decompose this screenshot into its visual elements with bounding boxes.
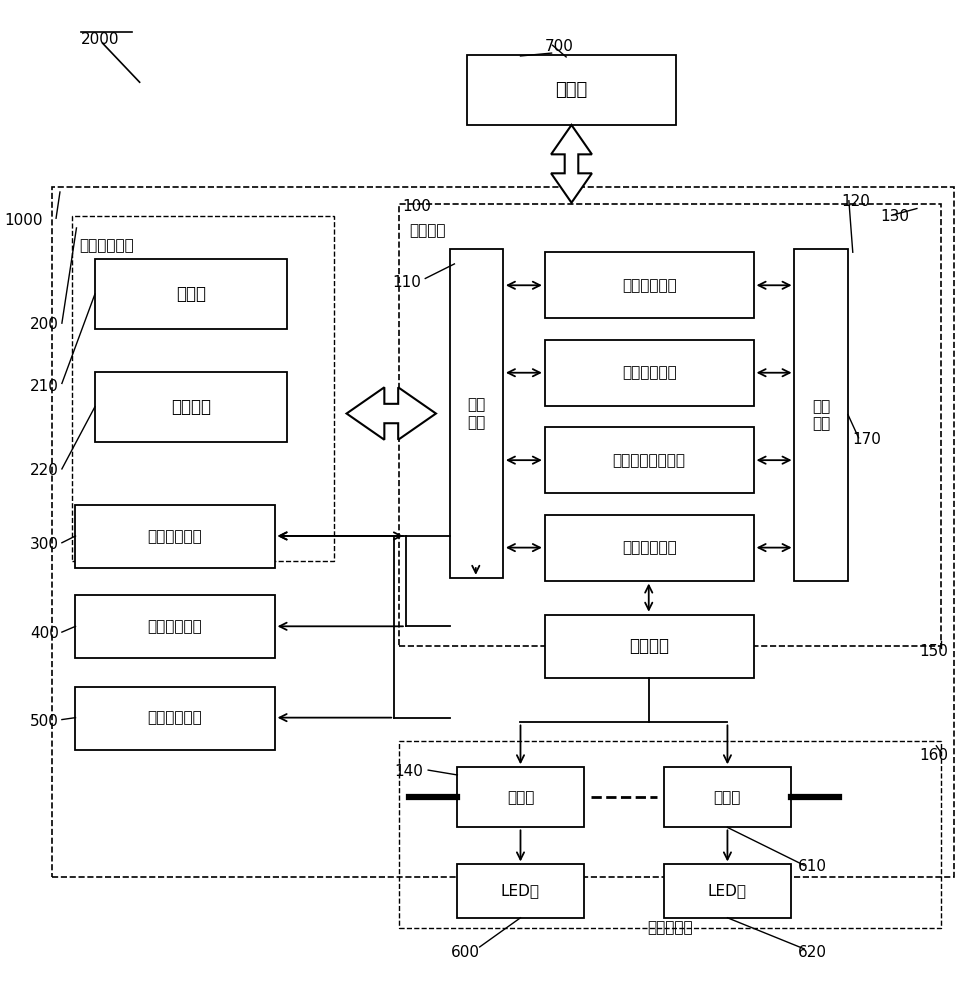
Bar xyxy=(449,249,503,578)
Polygon shape xyxy=(551,125,592,203)
Bar xyxy=(467,55,676,125)
Text: 400: 400 xyxy=(30,626,59,641)
Bar xyxy=(75,595,275,658)
Text: 光色处理模块: 光色处理模块 xyxy=(621,278,677,293)
Text: LED灯: LED灯 xyxy=(708,884,747,899)
Text: 照明优化处理模块: 照明优化处理模块 xyxy=(613,453,686,468)
Text: 可调光灯组: 可调光灯组 xyxy=(648,920,693,935)
Text: 用户接口单元: 用户接口单元 xyxy=(79,238,134,253)
Text: 显示屏: 显示屏 xyxy=(176,285,206,303)
Text: 110: 110 xyxy=(393,275,421,290)
Text: 140: 140 xyxy=(395,764,423,779)
Bar xyxy=(399,741,941,928)
Text: 120: 120 xyxy=(841,194,870,209)
Bar xyxy=(52,187,954,877)
Bar xyxy=(457,767,583,827)
Text: 150: 150 xyxy=(919,644,948,659)
Text: 610: 610 xyxy=(798,859,828,874)
Bar xyxy=(664,864,790,918)
Bar xyxy=(545,515,753,581)
Text: 300: 300 xyxy=(30,537,59,552)
Bar xyxy=(664,767,790,827)
Text: 2000: 2000 xyxy=(81,32,120,47)
Text: 210: 210 xyxy=(30,379,59,394)
Bar xyxy=(75,505,275,568)
Bar xyxy=(545,340,753,406)
Text: 170: 170 xyxy=(853,432,881,447)
Bar xyxy=(545,427,753,493)
Text: 驱动器: 驱动器 xyxy=(714,790,742,805)
Text: 1000: 1000 xyxy=(4,213,42,228)
Text: 存储
模块: 存储 模块 xyxy=(812,399,830,431)
Text: 调光映射模块: 调光映射模块 xyxy=(621,540,677,555)
Text: 600: 600 xyxy=(450,945,480,960)
Text: 200: 200 xyxy=(30,317,59,332)
Polygon shape xyxy=(347,387,436,440)
Text: 输入
模块: 输入 模块 xyxy=(467,397,486,430)
Bar xyxy=(95,372,287,442)
Text: 输出模块: 输出模块 xyxy=(629,637,669,655)
Bar xyxy=(75,687,275,750)
Text: 700: 700 xyxy=(545,39,573,54)
Text: 操作面板: 操作面板 xyxy=(171,398,211,416)
Text: 光色传感单元: 光色传感单元 xyxy=(148,529,202,544)
Text: 130: 130 xyxy=(880,209,909,224)
Text: LED灯: LED灯 xyxy=(501,884,540,899)
Text: 服务器: 服务器 xyxy=(555,81,587,99)
Bar xyxy=(457,864,583,918)
Text: 620: 620 xyxy=(798,945,828,960)
Bar xyxy=(545,252,753,318)
Bar xyxy=(71,216,334,561)
Text: 驱动器: 驱动器 xyxy=(507,790,534,805)
Text: 图像处理模块: 图像处理模块 xyxy=(621,365,677,380)
Text: 160: 160 xyxy=(919,748,948,763)
Text: 主机单元: 主机单元 xyxy=(408,223,446,238)
Bar xyxy=(95,259,287,329)
Bar xyxy=(545,615,753,678)
Text: 500: 500 xyxy=(30,714,59,729)
Bar xyxy=(794,249,848,581)
Text: 人体检测单元: 人体检测单元 xyxy=(148,711,202,726)
Text: 100: 100 xyxy=(402,199,431,214)
Text: 图像采集单元: 图像采集单元 xyxy=(148,619,202,634)
Bar xyxy=(399,204,941,646)
Text: 220: 220 xyxy=(30,463,59,478)
